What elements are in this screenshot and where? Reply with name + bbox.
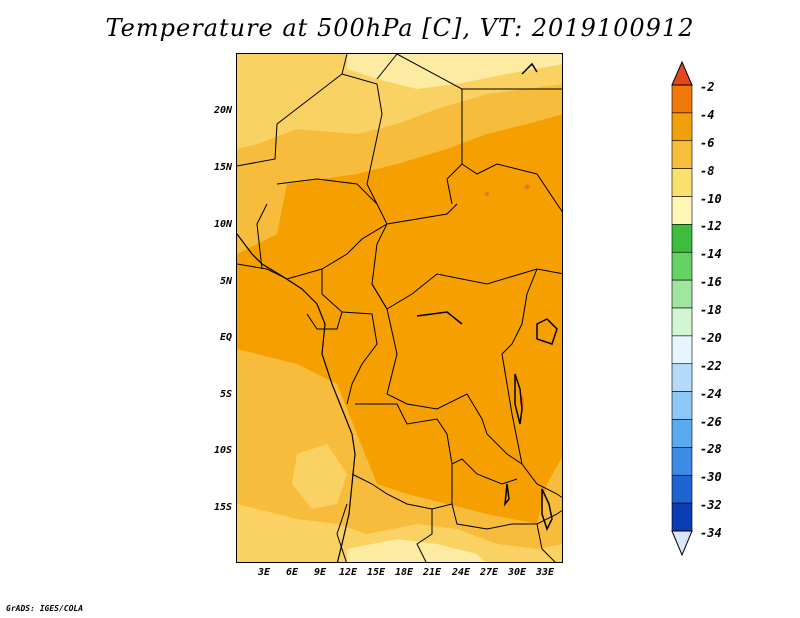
colorbar-swatch: [671, 84, 693, 114]
colorbar: [671, 60, 693, 557]
x-tick-label: 33E: [535, 567, 555, 578]
field-band-8to10-south: [237, 504, 562, 562]
colorbar-swatch: [671, 447, 693, 476]
colorbar-swatch: [671, 112, 693, 142]
x-tick-label: 27E: [479, 567, 499, 578]
lake-malawi: [541, 488, 553, 531]
colorbar-tick-label: -14: [700, 247, 722, 262]
colorbar-swatch: [671, 224, 693, 253]
field-band-10to12-north: [347, 54, 562, 89]
y-tick-label: 15S: [213, 502, 232, 513]
x-tick-label: 15E: [366, 567, 386, 578]
colorbar-swatch: [671, 251, 693, 281]
colorbar-tick-label: -8: [700, 163, 715, 178]
field-band-10to12-south: [347, 539, 485, 562]
map-panel: [236, 53, 563, 563]
field-band-4to6-central: [237, 114, 562, 524]
temperature-map: [237, 54, 562, 562]
colorbar-tick-label: -24: [700, 386, 722, 401]
x-tick-label: 12E: [338, 567, 358, 578]
x-tick-label: 9E: [313, 567, 327, 578]
credit-text: GrADS: IGES/COLA: [6, 604, 84, 613]
colorbar-tick-label: -18: [700, 303, 722, 317]
colorbar-tick-label: -22: [700, 358, 722, 373]
x-tick-label: 21E: [422, 567, 442, 578]
colorbar-tick-label: -32: [700, 498, 722, 513]
colorbar-tick-label: -16: [700, 275, 722, 290]
colorbar-tick-label: -6: [700, 135, 715, 150]
y-tick-label: 10S: [213, 445, 232, 456]
map-title: Temperature at 500hPa [C], VT: 201910091…: [105, 14, 695, 42]
country-boundaries: [237, 54, 562, 562]
lakes: [416, 62, 558, 531]
field-band-8to10-southwest: [292, 444, 347, 509]
colorbar-bottom-arrow: [671, 530, 693, 557]
lake-victoria: [536, 318, 558, 345]
colorbar-tick-label: -2: [700, 80, 715, 94]
y-tick-label: 15N: [213, 162, 232, 173]
y-tick-label: 10N: [213, 219, 232, 230]
y-tick-label: 5S: [219, 389, 232, 400]
colorbar-swatch: [671, 391, 693, 420]
colorbar-swatch: [671, 502, 693, 532]
colorbar-swatch: [671, 140, 693, 169]
colorbar-tick-label: -12: [700, 219, 722, 234]
lake-mweru: [504, 483, 510, 507]
colorbar-swatch: [671, 474, 693, 504]
y-tick-label: 20N: [213, 105, 232, 116]
colorbar-tick-label: -4: [700, 107, 715, 122]
colorbar-tick-label: -28: [700, 442, 722, 457]
colorbar-swatch: [671, 168, 693, 197]
x-tick-label: 24E: [451, 567, 471, 578]
colorbar-swatch: [671, 279, 693, 309]
x-tick-label: 18E: [394, 567, 414, 578]
colorbar-top-arrow: [671, 60, 693, 86]
colorbar-swatch: [671, 419, 693, 448]
colorbar-tick-label: -10: [700, 191, 722, 206]
colorbar-tick-label: -34: [700, 526, 722, 540]
colorbar-swatch: [671, 196, 693, 225]
colorbar-tick-label: -26: [700, 414, 722, 429]
hotspot-sudan: [524, 184, 530, 190]
colorbar-tick-label: -30: [700, 470, 722, 485]
x-tick-label: 3E: [257, 567, 271, 578]
colorbar-swatch: [671, 363, 693, 392]
coastline: [237, 233, 356, 562]
x-tick-label: 6E: [285, 567, 299, 578]
colorbar-swatch: [671, 307, 693, 337]
y-tick-label: EQ: [219, 332, 232, 343]
colorbar-tick-label: -20: [700, 330, 722, 345]
red-sea-coast: [521, 62, 538, 75]
colorbar-swatch: [671, 335, 693, 365]
y-tick-label: 5N: [219, 276, 232, 287]
x-tick-label: 30E: [507, 567, 527, 578]
lake-tanganyika: [514, 373, 523, 425]
river-congo-segment: [416, 311, 463, 325]
hotspot-sudan-2: [485, 192, 489, 196]
